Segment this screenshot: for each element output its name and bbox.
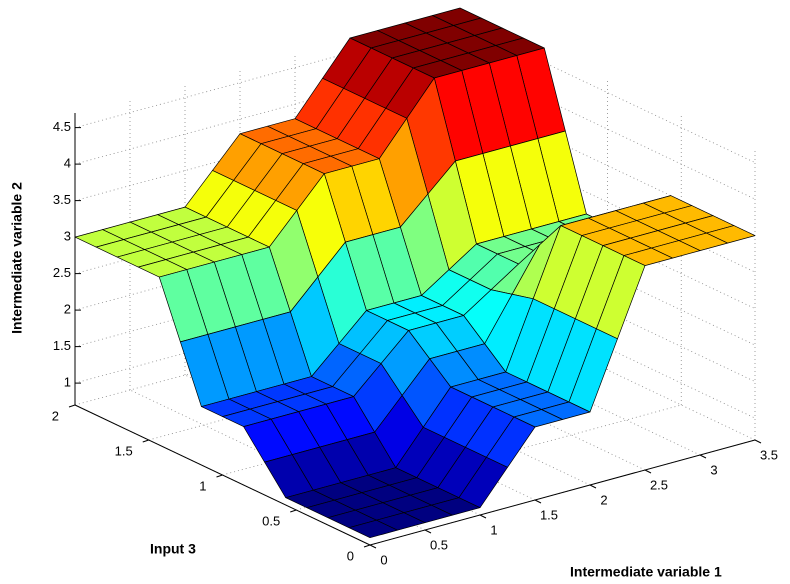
tick-mark [644, 469, 652, 474]
z-tick-label: 3 [64, 229, 71, 244]
x-tick-label: 1 [490, 522, 497, 537]
grid-line [459, 204, 756, 346]
z-tick-label: 3.5 [53, 192, 71, 207]
tick-mark [142, 439, 149, 443]
x-tick-label: 0.5 [430, 537, 448, 552]
y-tick-label: 2 [52, 408, 59, 423]
x-tick-label: 3.5 [760, 447, 778, 462]
y-tick-label: 1.5 [115, 443, 133, 458]
x-tick-label: 3 [710, 462, 717, 477]
grid-line [129, 389, 426, 531]
x-tick-label: 2.5 [650, 477, 668, 492]
tick-mark [290, 509, 297, 513]
grid-line [296, 404, 682, 511]
y-tick-label: 1 [199, 478, 206, 493]
z-tick-label: 4.5 [53, 119, 71, 134]
tick-mark [369, 544, 377, 549]
tick-mark [589, 484, 597, 489]
tick-mark [479, 514, 487, 519]
z-tick-label: 2.5 [53, 265, 71, 280]
y-axis-label: Input 3 [150, 541, 196, 557]
tick-mark [534, 499, 542, 504]
surface-patch [348, 519, 398, 539]
x-tick-label: 1.5 [540, 507, 558, 522]
grid-line [459, 58, 756, 200]
tick-mark [699, 454, 707, 459]
grid-line [459, 277, 756, 419]
grid-line [459, 168, 756, 309]
z-tick-label: 1 [64, 375, 71, 390]
tick-mark [754, 439, 762, 444]
y-tick-label: 0.5 [262, 513, 280, 528]
grid-line [459, 22, 756, 163]
tick-mark [424, 529, 432, 534]
axis-line [369, 439, 756, 546]
z-tick-label: 4 [64, 156, 71, 171]
z-tick-label: 1.5 [53, 338, 71, 353]
tick-mark [363, 544, 371, 548]
tick-mark [216, 474, 223, 478]
y-tick-label: 0 [347, 548, 354, 563]
x-axis-label: Intermediate variable 1 [570, 564, 722, 580]
tick-mark [68, 404, 76, 408]
grid-line [459, 241, 756, 382]
z-axis-label: Intermediate variable 2 [9, 182, 25, 334]
x-tick-label: 2 [600, 492, 607, 507]
z-tick-label: 2 [64, 302, 71, 317]
x-tick-label: 0 [380, 552, 387, 567]
